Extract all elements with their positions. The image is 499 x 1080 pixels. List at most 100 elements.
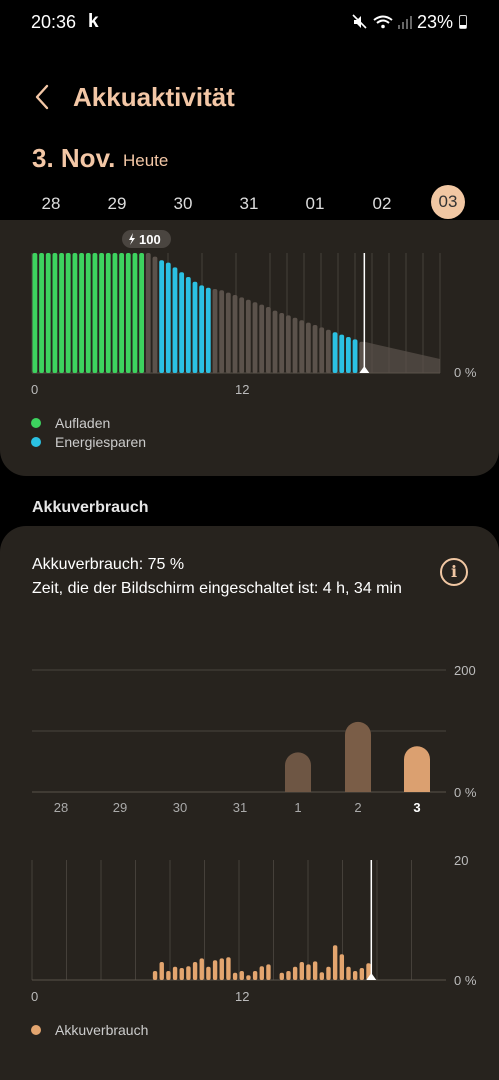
x-tick-label: 31 [233, 800, 247, 815]
mute-icon [352, 14, 367, 29]
hourly-usage-bar [226, 957, 231, 980]
day-29[interactable]: 29 [107, 194, 127, 213]
battery-bar [299, 320, 305, 373]
day-28[interactable]: 28 [41, 194, 61, 213]
status-bar: 20:36 k 23% [0, 0, 499, 44]
daily-usage-chart[interactable]: 200 0 % 28 29 30 31 1 2 3 [0, 655, 499, 820]
battery-bar [185, 277, 191, 373]
battery-bar [132, 253, 138, 373]
battery-bar [125, 253, 131, 373]
hourly-usage-bar [239, 971, 244, 980]
legend-dot-usage [31, 1025, 41, 1035]
hourly-usage-bar [232, 972, 238, 980]
day-01[interactable]: 01 [305, 194, 325, 213]
battery-bar [279, 313, 285, 373]
y-tick-label: 200 [454, 663, 476, 678]
battery-bar [319, 327, 325, 373]
charge-badge: 100 [122, 230, 171, 248]
hourly-usage-bar [359, 968, 365, 980]
hourly-usage-bar [332, 945, 338, 980]
now-triangle [366, 973, 377, 980]
battery-bar [179, 272, 185, 373]
daily-usage-bar[interactable] [345, 721, 371, 792]
battery-level-chart[interactable]: 100 0 12 0 % [0, 228, 499, 400]
battery-bar [265, 307, 271, 373]
y-tick-label: 0 % [454, 785, 477, 800]
battery-bar [199, 285, 205, 373]
hourly-usage-bar [186, 966, 191, 980]
hourly-usage-chart[interactable]: 20 0 % 0 12 [0, 850, 499, 1010]
hourly-usage-bar [306, 964, 311, 980]
hourly-usage-bar [219, 958, 224, 980]
hourly-usage-bar [312, 961, 318, 980]
day-31[interactable]: 31 [239, 194, 259, 213]
battery-bar [152, 256, 158, 373]
hourly-usage-bar [339, 954, 345, 980]
battery-bar [259, 304, 265, 373]
battery-bar [72, 253, 78, 373]
section-title: Akkuverbrauch [32, 499, 149, 516]
battery-bar [292, 317, 298, 373]
app-notification-icon: k [88, 11, 99, 32]
battery-bar [325, 329, 331, 373]
battery-bar [212, 289, 218, 373]
battery-bar [79, 253, 84, 373]
battery-bar [272, 310, 278, 373]
battery-bar [112, 253, 118, 373]
forecast-area [364, 341, 440, 373]
hourly-usage-bar [346, 966, 351, 980]
battery-bar [39, 253, 44, 373]
battery-bar [192, 281, 198, 373]
x-tick-label: 0 [31, 989, 38, 1004]
battery-bar [332, 332, 338, 373]
battery-bar [252, 302, 258, 373]
battery-bar [85, 253, 91, 373]
daily-usage-bar[interactable] [404, 746, 430, 792]
hourly-usage-bar [326, 966, 331, 980]
hourly-usage-bar [246, 975, 251, 980]
info-icon[interactable]: i [440, 558, 468, 586]
back-arrow-icon[interactable] [30, 82, 60, 112]
battery-bar [285, 315, 291, 373]
battery-bar [245, 299, 251, 373]
battery-bar [165, 262, 171, 373]
battery-bar [59, 253, 64, 373]
x-tick-label: 28 [54, 800, 68, 815]
usage-summary: Akkuverbrauch: 75 % [32, 556, 185, 573]
battery-bar [359, 341, 365, 373]
battery-bar [339, 334, 345, 373]
x-tick-label: 0 [31, 382, 38, 397]
legend-label-usage: Akkuverbrauch [55, 1022, 149, 1038]
today-label: Heute [123, 151, 169, 170]
x-tick-label: 12 [235, 382, 249, 397]
battery-bar [159, 260, 165, 373]
battery-bar [105, 253, 111, 373]
wifi-icon [373, 15, 393, 29]
battery-bar [205, 287, 211, 373]
now-triangle [359, 366, 370, 373]
day-30[interactable]: 30 [173, 194, 193, 213]
battery-bar [119, 253, 125, 373]
legend-dot-charging [31, 418, 41, 428]
hourly-usage-bar [319, 972, 325, 980]
y-tick-label: 0 % [454, 973, 477, 988]
battery-bar [172, 267, 178, 373]
battery-bar [145, 253, 151, 373]
legend-dot-power-saving [31, 437, 41, 447]
hourly-usage-bar [352, 971, 358, 980]
x-tick-label: 3 [413, 800, 420, 815]
battery-percentage: 23% [417, 12, 454, 32]
hourly-usage-bar [252, 971, 258, 980]
day-03[interactable]: 03 [431, 185, 465, 219]
y-tick-label: 0 % [454, 365, 477, 380]
battery-usage-card [0, 526, 499, 1080]
battery-bar [32, 253, 38, 373]
hourly-usage-bar [179, 968, 184, 980]
day-02[interactable]: 02 [372, 194, 392, 213]
battery-bar [312, 325, 318, 373]
status-time: 20:36 [31, 12, 77, 32]
battery-bar [99, 253, 104, 373]
battery-bar [225, 292, 231, 373]
daily-usage-bar[interactable] [285, 752, 311, 792]
battery-icon-fill [460, 25, 466, 28]
